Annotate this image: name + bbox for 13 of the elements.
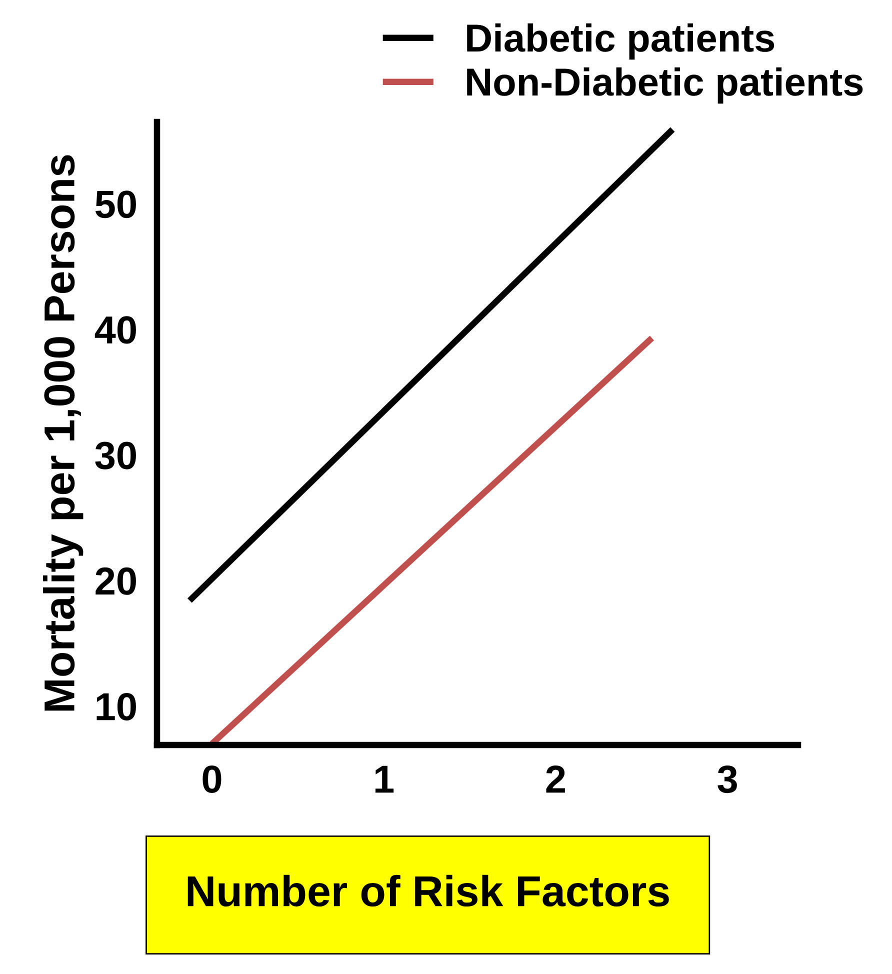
x-tick-label: 1 (375, 766, 394, 793)
legend-label: Diabetic patients (467, 23, 774, 60)
y-tick-label: 10 (96, 693, 136, 721)
legend-label: Non-Diabetic patients (467, 67, 863, 104)
x-tick-label: 2 (546, 765, 565, 793)
y-tick-label: 50 (96, 190, 136, 218)
x-tick-label: 3 (718, 765, 737, 794)
y-tick-label: 40 (94, 316, 136, 344)
x-axis-title: Number of Risk Factors (188, 874, 669, 907)
x-tick-label: 0 (202, 765, 222, 794)
y-tick-label: 30 (95, 442, 136, 470)
y-tick-label: 20 (96, 567, 136, 595)
y-axis-title: Mortality per 1,000 Persons (43, 155, 84, 711)
